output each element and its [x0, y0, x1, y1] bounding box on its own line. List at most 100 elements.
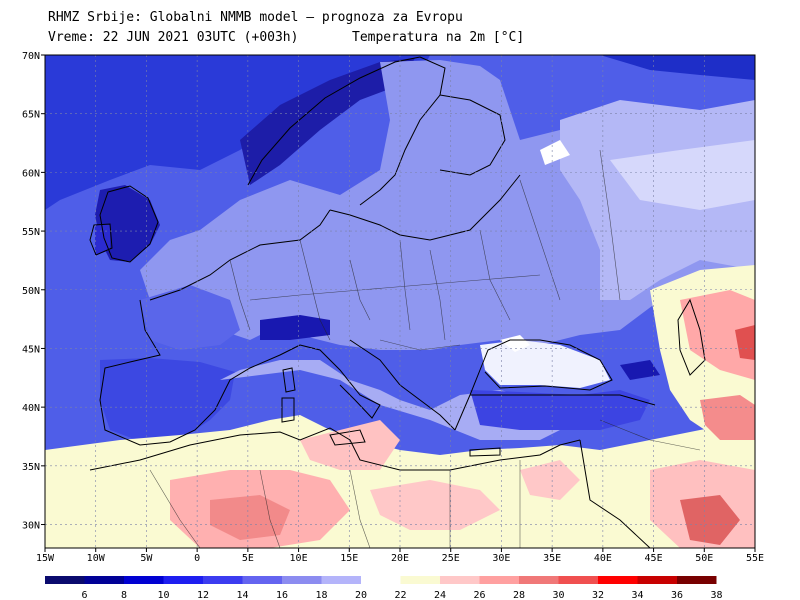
colorbar-swatch — [124, 576, 164, 584]
field-blacksea-north — [500, 335, 530, 352]
lon-label: 50E — [695, 553, 713, 564]
field-sahara-hot — [210, 495, 290, 540]
colorbar-label: 34 — [631, 590, 643, 600]
coast-norway — [247, 56, 421, 186]
map-title: RHMZ Srbije: Globalni NMMB model — progn… — [48, 10, 463, 25]
colorbar-swatch — [677, 576, 717, 584]
colorbar-swatch — [45, 576, 85, 584]
lon-label: 0 — [194, 553, 200, 564]
colorbar-swatch — [558, 576, 598, 584]
lat-label: 55N — [22, 227, 40, 238]
lon-label: 10E — [290, 553, 308, 564]
colorbar-swatch — [400, 576, 440, 584]
colorbar-swatch — [361, 576, 401, 584]
graticule — [45, 55, 755, 548]
field-arabia-hot — [680, 495, 740, 545]
colorbar-label: 22 — [394, 590, 406, 600]
field-ireland — [95, 225, 110, 255]
field-russia-pale — [610, 140, 755, 210]
field-caucasus-cold — [620, 360, 660, 380]
colorbar-label: 24 — [434, 590, 446, 600]
cold-norway — [240, 58, 415, 185]
lat-label: 45N — [22, 344, 40, 355]
colorbar-label: 12 — [197, 590, 209, 600]
field-egypt — [520, 460, 580, 500]
coast-baltic — [329, 174, 521, 241]
colorbar-label: 30 — [552, 590, 564, 600]
lat-label: 50N — [22, 286, 40, 297]
lat-label: 40N — [22, 403, 40, 414]
field-description: Temperatura na 2m [°C] — [352, 30, 525, 45]
coast-redsea — [579, 439, 651, 548]
coast-sweden — [359, 56, 446, 206]
colorbar-boxes — [45, 576, 717, 584]
coast-iberia-france — [99, 299, 301, 446]
colorbar-label: 26 — [473, 590, 485, 600]
colorbar-label: 16 — [276, 590, 288, 600]
lon-label: 20E — [391, 553, 409, 564]
coast-blacksea — [454, 339, 613, 431]
coastlines — [89, 56, 706, 548]
lat-label: 65N — [22, 110, 40, 121]
longitude-labels: 15W 10W 5W 0 5E 10E 15E 20E 25E 30E 35E 40E 45E 50E 55… — [36, 553, 764, 564]
lon-label: 10W — [87, 553, 106, 564]
field-caspian-hot — [735, 325, 755, 360]
field-libya — [370, 480, 500, 530]
coast-sicily — [329, 429, 366, 446]
colorbar-swatch — [163, 576, 203, 584]
field-blacksea — [480, 340, 610, 388]
colorbar-swatch — [519, 576, 559, 584]
coast-crete — [469, 447, 501, 457]
lat-label: 60N — [22, 168, 40, 179]
field-tunisia-warm — [300, 420, 400, 470]
colorbar-labels: 6 8 10 12 14 16 18 20 22 24 26 28 30 32 34 36 38 — [81, 590, 722, 600]
colorbar-swatch — [479, 576, 519, 584]
lon-label: 40E — [594, 553, 612, 564]
cold-sea-northeast — [600, 55, 755, 80]
field-iran-warm — [700, 395, 755, 440]
coast-africa — [89, 427, 581, 471]
colorbar-swatch — [242, 576, 282, 584]
coast-caspian — [677, 298, 706, 376]
lon-label: 5W — [140, 553, 153, 564]
field-med — [220, 360, 560, 440]
colorbar-swatch — [84, 576, 124, 584]
coast-italy — [299, 344, 381, 419]
lon-label: 15W — [36, 553, 55, 564]
colorbar-label: 10 — [157, 590, 169, 600]
coast-northsea — [149, 209, 331, 301]
coast-ireland — [89, 223, 113, 256]
colorbar-swatch — [282, 576, 322, 584]
lon-label: 30E — [492, 553, 510, 564]
colorbar-swatch — [440, 576, 480, 584]
country-borders — [149, 149, 701, 548]
coast-turkey — [470, 394, 656, 406]
lon-label: 35E — [543, 553, 561, 564]
coast-adriatic — [349, 339, 456, 431]
lon-label: 15E — [340, 553, 358, 564]
coast-corsica — [282, 367, 296, 393]
field-anatolia — [470, 390, 650, 430]
colorbar-label: 36 — [671, 590, 683, 600]
field-alps — [260, 315, 330, 340]
coast-finland — [439, 94, 506, 176]
latitude-labels: 70N 65N 60N 55N 50N 45N 40N 35N 30N — [22, 51, 40, 532]
lon-label: 5E — [242, 553, 254, 564]
colorbar-swatch — [321, 576, 361, 584]
colorbar-label: 38 — [710, 590, 722, 600]
colorbar-label: 8 — [121, 590, 127, 600]
field-caspian-warm — [680, 290, 755, 380]
colorbar-label: 18 — [315, 590, 327, 600]
lon-label: 25E — [442, 553, 460, 564]
colorbar-swatch — [203, 576, 243, 584]
lon-label: 45E — [645, 553, 663, 564]
forecast-time: Vreme: 22 JUN 2021 03UTC (+003h) — [48, 30, 299, 45]
field-white-patch — [540, 140, 570, 165]
axis-ticks — [41, 54, 756, 552]
field-france — [140, 285, 240, 350]
colorbar-label: 32 — [592, 590, 604, 600]
colorbar-label: 28 — [513, 590, 525, 600]
lat-label: 70N — [22, 51, 40, 62]
colorbar-label: 20 — [355, 590, 367, 600]
